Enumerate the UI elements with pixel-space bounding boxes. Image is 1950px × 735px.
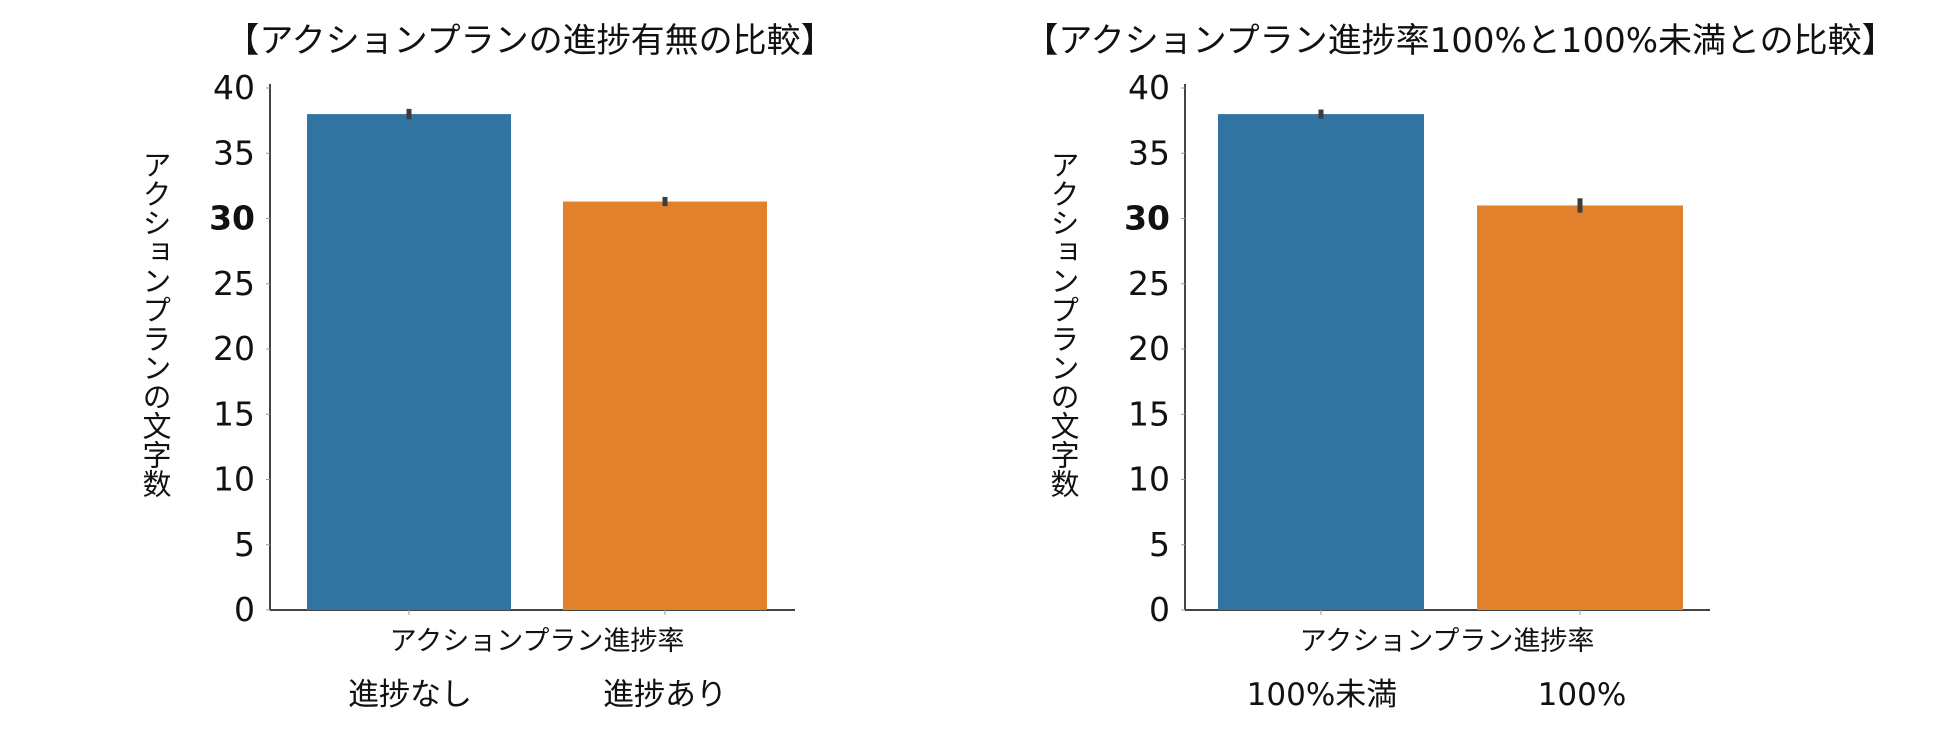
chart-left-y-tick-label: 10 (213, 460, 255, 499)
chart-right-x-axis-label: アクションプラン進捗率 (1300, 626, 1595, 657)
chart-right-bar (1477, 205, 1683, 610)
chart-left-category-label: 進捗なし (348, 677, 472, 713)
chart-right: 【アクションプラン進捗率100%と100%未満との比較】 アクションプランの文字… (1024, 21, 1895, 713)
chart-right-category-label: 100% (1538, 677, 1627, 713)
chart-right-y-tick-label: 40 (1128, 68, 1170, 107)
chart-left-bar (307, 114, 511, 610)
chart-left-y-tick-label: 15 (213, 394, 255, 433)
chart-right-y-tick-label: 30 (1124, 199, 1170, 238)
chart-left-y-tick-label: 40 (213, 68, 255, 107)
chart-right-category-label: 100%未満 (1247, 677, 1398, 713)
chart-right-title: 【アクションプラン進捗率100%と100%未満との比較】 (1024, 21, 1895, 61)
chart-left-y-tick-label: 30 (209, 199, 255, 238)
chart-right-y-tick-label: 5 (1149, 525, 1170, 564)
chart-left: 【アクションプランの進捗有無の比較】 アクションプランの文字数 アクションプラン… (138, 21, 835, 713)
chart-left-y-tick-label: 35 (213, 133, 255, 172)
chart-right-y-tick-label: 0 (1149, 590, 1170, 629)
chart-left-bar (563, 201, 767, 610)
chart-right-y-tick-label: 15 (1128, 394, 1170, 433)
chart-right-y-tick-label: 35 (1128, 133, 1170, 172)
chart-left-y-tick-label: 20 (213, 329, 255, 368)
chart-left-x-axis-label: アクションプラン進捗率 (390, 626, 685, 657)
chart-right-y-tick-label: 25 (1128, 264, 1170, 303)
chart-left-y-tick-label: 0 (234, 590, 255, 629)
chart-right-bar (1218, 114, 1424, 610)
chart-left-y-tick-label: 25 (213, 264, 255, 303)
chart-right-y-axis-label: アクションプランの文字数 (1046, 150, 1080, 498)
chart-left-y-axis-label: アクションプランの文字数 (138, 150, 172, 498)
chart-left-title: 【アクションプランの進捗有無の比較】 (225, 21, 834, 61)
chart-right-y-tick-label: 20 (1128, 329, 1170, 368)
chart-right-y-tick-label: 10 (1128, 460, 1170, 499)
chart-left-y-tick-label: 5 (234, 525, 255, 564)
chart-left-category-label: 進捗あり (603, 677, 727, 713)
